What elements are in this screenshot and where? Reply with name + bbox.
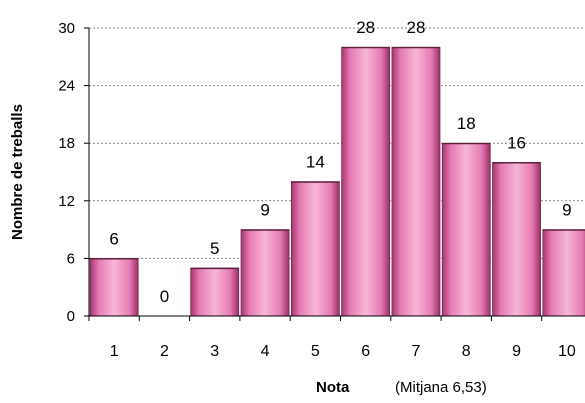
data-label: 14 bbox=[306, 153, 325, 172]
data-labels: 6 0 5 9 14 28 28 18 16 9 bbox=[109, 18, 571, 306]
data-label: 18 bbox=[457, 114, 476, 133]
bar bbox=[240, 229, 290, 317]
bar bbox=[492, 161, 541, 317]
y-tick-label: 30 bbox=[58, 20, 75, 37]
data-label: 9 bbox=[260, 201, 269, 220]
bars bbox=[89, 46, 585, 317]
data-label: 9 bbox=[562, 201, 571, 220]
x-tick-label: 1 bbox=[110, 343, 119, 360]
y-tick-label: 18 bbox=[58, 135, 75, 152]
data-label: 16 bbox=[507, 133, 526, 152]
data-label: 28 bbox=[356, 18, 375, 37]
x-tick-label: 5 bbox=[311, 343, 320, 360]
x-tick-label: 6 bbox=[361, 343, 370, 360]
x-tick-label: 9 bbox=[512, 343, 521, 360]
bar bbox=[542, 229, 585, 317]
bar bbox=[290, 181, 340, 317]
bar bbox=[89, 257, 139, 317]
y-tick-label: 6 bbox=[67, 250, 75, 267]
x-tick-label: 8 bbox=[462, 343, 471, 360]
bar bbox=[341, 46, 391, 317]
bar bbox=[190, 267, 240, 317]
y-tick-label: 12 bbox=[58, 193, 75, 210]
y-axis-title: Nombre de treballs bbox=[9, 104, 26, 240]
x-axis-title: Nota bbox=[316, 379, 350, 396]
x-tick-label: 3 bbox=[210, 343, 219, 360]
data-label: 5 bbox=[210, 239, 219, 258]
y-tick-label: 24 bbox=[58, 78, 75, 95]
bar bbox=[441, 142, 491, 317]
data-label: 6 bbox=[109, 229, 118, 248]
x-tick-label: 10 bbox=[558, 343, 576, 360]
x-tick-label: 4 bbox=[261, 343, 270, 360]
y-tick-label: 0 bbox=[67, 308, 75, 325]
data-label: 0 bbox=[160, 287, 169, 306]
x-tick-label: 7 bbox=[411, 343, 420, 360]
bar bbox=[391, 46, 441, 317]
x-tick-label: 2 bbox=[160, 343, 169, 360]
data-label: 28 bbox=[406, 18, 425, 37]
x-axis-note: (Mitjana 6,53) bbox=[395, 379, 487, 396]
